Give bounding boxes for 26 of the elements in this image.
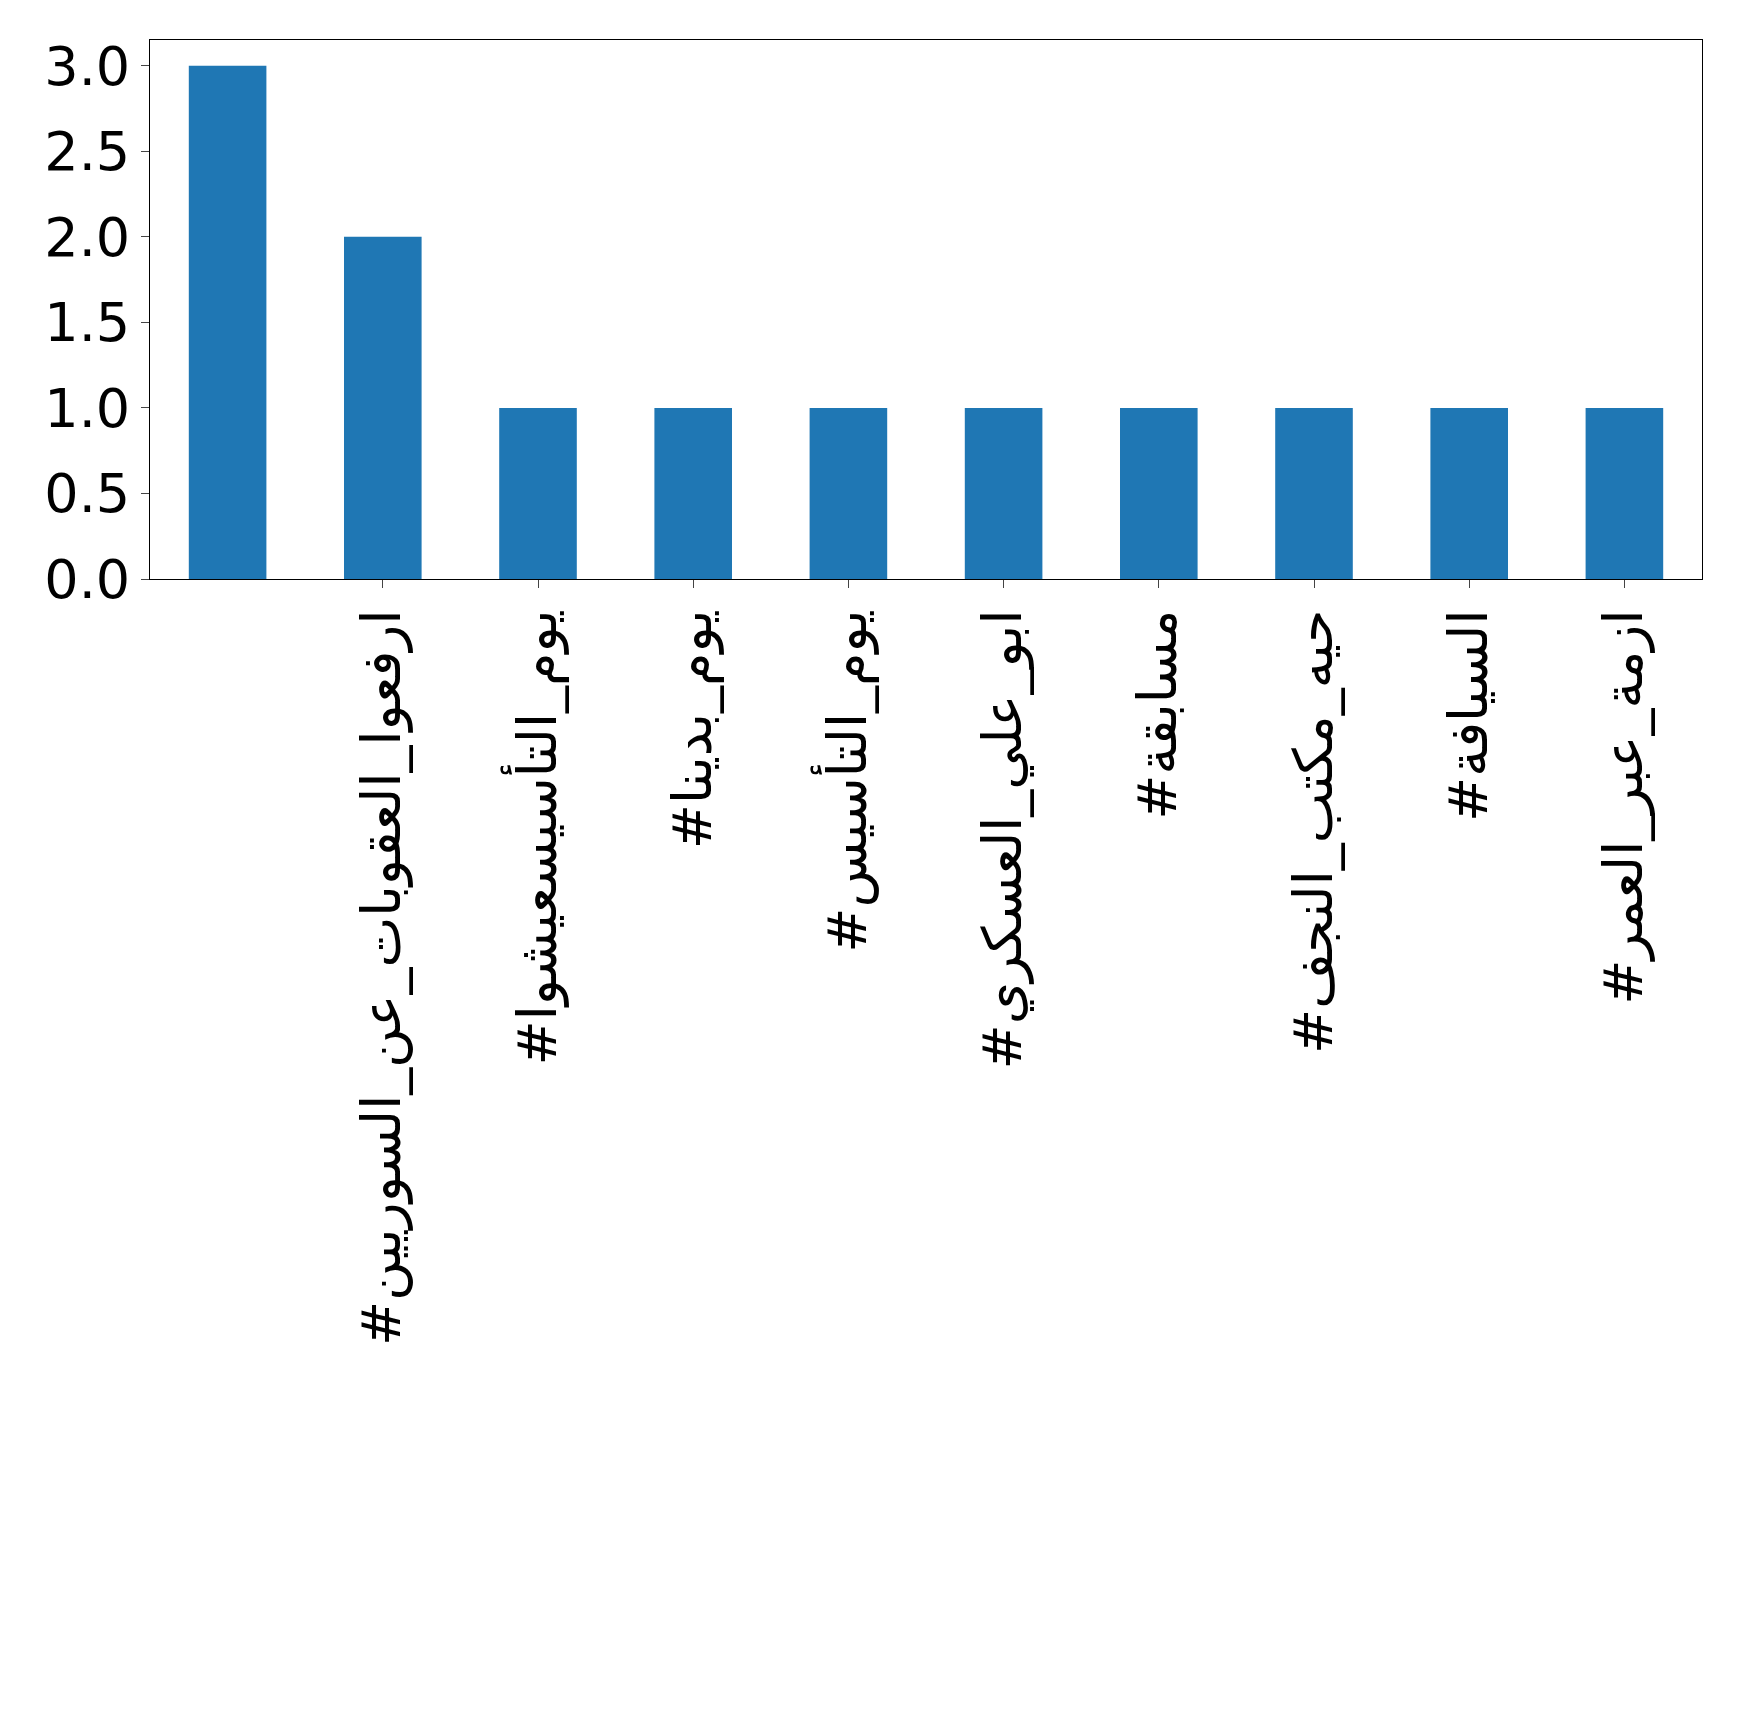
y-tick-label: 3.0: [44, 34, 131, 98]
x-tick-label: #ازمة_عبر_العمر: [1591, 609, 1655, 1005]
y-tick-label: 0.0: [44, 547, 131, 611]
y-tick-label: 2.0: [44, 205, 131, 269]
bar: [1430, 407, 1508, 579]
y-tick-label: 0.5: [44, 462, 131, 526]
bar: [188, 65, 267, 579]
x-tick-label: #يوم_التأسيسعيشوا: [499, 609, 569, 1066]
bar: [1120, 407, 1198, 579]
x-tick-label: #يوم_التأسيس: [809, 609, 879, 953]
bar: [1275, 407, 1353, 579]
bar: [964, 407, 1043, 579]
y-tick-label: 1.5: [44, 291, 131, 355]
bar: [809, 407, 888, 579]
y-tick-label: 2.5: [44, 120, 131, 184]
x-tick-label: #حيه_مكتب_النجف: [1281, 609, 1345, 1055]
x-tick-label: #مسابقة: [1126, 609, 1190, 820]
y-tick-label: 1.0: [44, 376, 131, 440]
bar: [1585, 407, 1664, 579]
x-tick-label: #ابو_علي_العسكري: [971, 609, 1035, 1070]
x-tick-label: #ارفعوا_العقوبات_عن_السوريين: [350, 609, 414, 1347]
bar: [654, 407, 732, 579]
x-tick-label: #السيافة: [1436, 609, 1500, 823]
bar: [499, 407, 577, 579]
bar: [344, 236, 422, 579]
x-tick-label: #يوم_بدينا: [660, 609, 724, 850]
